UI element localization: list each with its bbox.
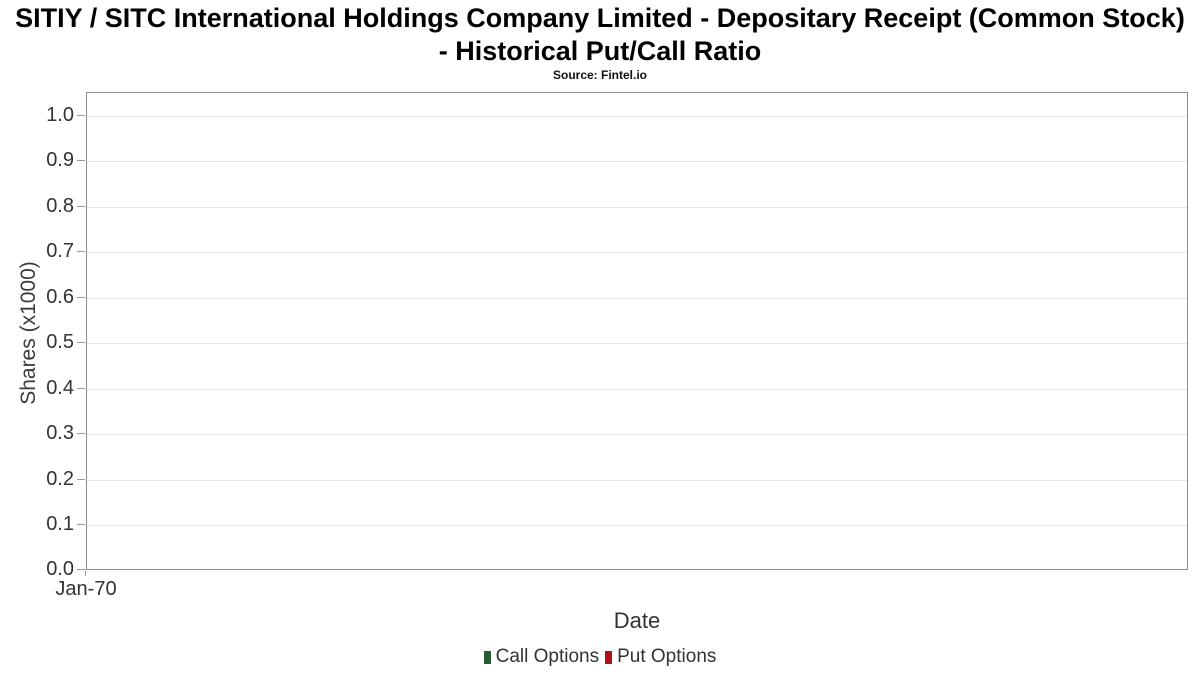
chart-subtitle: Source: Fintel.io (552, 68, 647, 82)
y-tick-mark (77, 569, 85, 570)
y-tick-mark (77, 388, 85, 389)
gridline (87, 207, 1187, 208)
gridline (87, 252, 1187, 253)
y-tick-label: 0.8 (46, 195, 74, 217)
y-tick-label: 0.1 (46, 513, 74, 535)
y-tick-label: 0.7 (46, 240, 74, 262)
y-tick-mark (77, 524, 85, 525)
y-tick-mark (77, 479, 85, 480)
y-tick-label: 0.6 (46, 286, 74, 308)
put-options-marker-icon (605, 650, 613, 664)
gridline (87, 389, 1187, 390)
y-tick-label: 0.2 (46, 468, 74, 490)
gridline (87, 298, 1187, 299)
y-tick-mark (77, 251, 85, 252)
y-tick-label: 1.0 (46, 104, 74, 126)
y-tick-label: 0.3 (46, 422, 74, 444)
gridline (87, 343, 1187, 344)
gridline (87, 525, 1187, 526)
x-axis-title: Date (613, 608, 661, 633)
y-tick-mark (77, 115, 85, 116)
x-tick-label: Jan-70 (55, 578, 117, 600)
legend-label-put-options: Put Options (617, 646, 717, 667)
legend: Call Options Put Options (0, 646, 1200, 668)
chart-title: SITIY / SITC International Holdings Comp… (15, 3, 1185, 66)
gridline (87, 434, 1187, 435)
legend-item-call-options: Call Options (483, 646, 600, 668)
y-tick-mark (77, 160, 85, 161)
plot-area (86, 92, 1188, 570)
y-tick-label: 0.9 (46, 149, 74, 171)
x-tick-mark (85, 570, 86, 576)
legend-label-call-options: Call Options (495, 646, 600, 667)
y-tick-mark (77, 297, 85, 298)
gridline (87, 116, 1187, 117)
y-tick-label: 0.0 (46, 558, 74, 580)
y-tick-mark (77, 433, 85, 434)
y-tick-mark (77, 206, 85, 207)
y-axis-title: Shares (x1000) (17, 261, 40, 405)
legend-item-put-options: Put Options (605, 646, 716, 668)
y-tick-mark (77, 342, 85, 343)
gridline (87, 161, 1187, 162)
gridline (87, 480, 1187, 481)
y-tick-label: 0.4 (46, 377, 74, 399)
y-tick-label: 0.5 (46, 331, 74, 353)
call-options-marker-icon (483, 650, 491, 664)
